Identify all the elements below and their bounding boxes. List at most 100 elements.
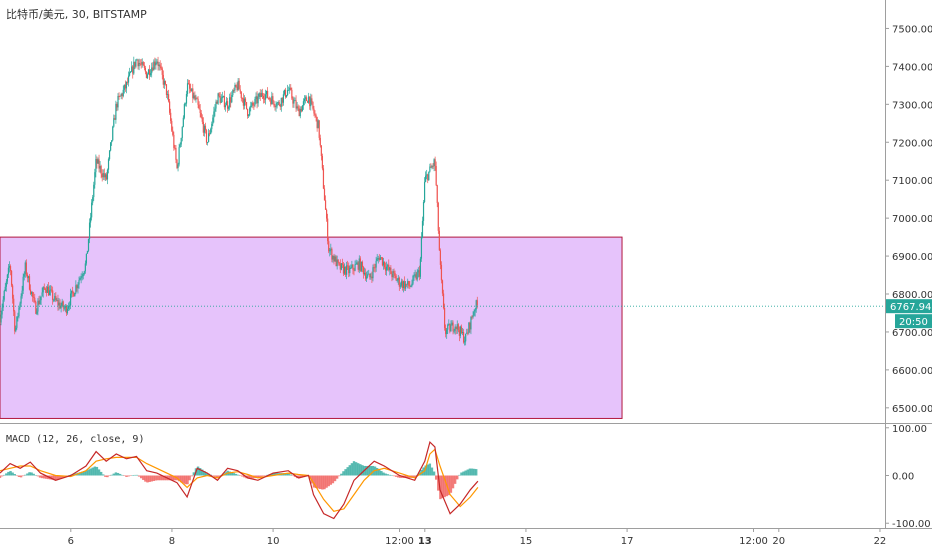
- candle: [344, 266, 347, 277]
- macd-histogram-bar: [198, 468, 202, 476]
- macd-histogram-bar: [340, 473, 343, 476]
- candle-body: [268, 97, 270, 99]
- macd-histogram-bar: [173, 475, 177, 481]
- candle: [2, 296, 4, 312]
- candle: [343, 263, 346, 276]
- candle-body: [464, 341, 466, 343]
- candle-body: [17, 316, 19, 318]
- candle-body: [297, 106, 299, 109]
- macd-histogram-bar: [241, 475, 244, 477]
- candle-body: [118, 95, 120, 97]
- macd-histogram-bar: [53, 475, 56, 481]
- candle: [205, 128, 208, 145]
- price-tick-label: 6500.00: [892, 404, 932, 415]
- candle: [269, 96, 271, 102]
- candle-body: [360, 261, 362, 271]
- candle-body: [248, 115, 250, 117]
- candle-body: [376, 258, 378, 261]
- candle: [386, 261, 388, 276]
- candle: [342, 262, 345, 276]
- candle: [225, 96, 228, 106]
- candle-body: [353, 269, 355, 271]
- candle-body: [41, 292, 43, 297]
- candle-body: [202, 121, 204, 133]
- candle-body: [445, 327, 447, 335]
- macd-line[interactable]: [0, 440, 479, 520]
- candle-body: [409, 286, 411, 287]
- candle-body: [119, 96, 121, 97]
- candle-body: [39, 300, 41, 305]
- candle: [52, 286, 54, 305]
- candle-body: [149, 69, 151, 76]
- candle-body: [138, 62, 140, 67]
- price-tick-label: 7100.00: [892, 176, 932, 187]
- candle: [0, 310, 2, 326]
- symbol-name[interactable]: 比特币/美元: [6, 8, 65, 21]
- macd-histogram-bar: [426, 464, 429, 476]
- candle-body: [358, 258, 360, 270]
- candle: [440, 261, 443, 284]
- candle-body: [307, 101, 309, 103]
- candle: [385, 262, 387, 276]
- price-tick-label: 6700.00: [892, 328, 932, 339]
- candle: [459, 325, 462, 339]
- candle: [83, 270, 85, 276]
- macd-histogram-bar: [458, 474, 461, 476]
- candle-body: [51, 289, 53, 291]
- candle-body: [450, 325, 452, 332]
- macd-histogram-bar: [325, 475, 328, 488]
- macd-histogram-bar: [154, 475, 158, 481]
- candle-body: [186, 83, 189, 94]
- macd-histogram-bar: [249, 475, 252, 479]
- candle-body: [3, 291, 5, 300]
- candle-body: [172, 130, 174, 135]
- candle: [256, 91, 258, 109]
- candle: [411, 279, 413, 288]
- candle-body: [18, 307, 20, 317]
- candle-body: [27, 276, 30, 279]
- candle-body: [94, 172, 96, 185]
- macd-histogram-bar: [72, 473, 75, 476]
- candle-body: [154, 61, 156, 66]
- candle: [12, 283, 14, 304]
- macd-legend[interactable]: MACD (12, 26, close, 9): [6, 434, 145, 445]
- macd-histogram-bar: [182, 475, 185, 484]
- macd-histogram-bar: [331, 475, 335, 484]
- macd-histogram-bar: [472, 468, 476, 476]
- candle: [153, 59, 155, 71]
- candle: [340, 263, 342, 271]
- candle-body: [262, 96, 264, 99]
- candle: [348, 262, 350, 278]
- candle: [271, 91, 273, 105]
- macd-histogram-bar: [298, 475, 301, 479]
- candle: [242, 93, 244, 110]
- candle-body: [427, 174, 429, 181]
- candle-body: [228, 107, 230, 109]
- candle-body: [93, 184, 95, 198]
- signal-line[interactable]: [0, 448, 479, 512]
- candle: [333, 253, 335, 265]
- macd-histogram-bar: [460, 472, 463, 476]
- title-separator: ,: [64, 8, 72, 21]
- candle-body: [392, 271, 394, 278]
- candle-body: [339, 263, 341, 270]
- candle-body: [204, 125, 207, 131]
- macd-histogram-bar: [443, 475, 446, 498]
- price-zone-rectangle[interactable]: [0, 236, 623, 419]
- candle-body: [49, 289, 52, 291]
- candle: [346, 261, 348, 280]
- candle: [101, 169, 103, 182]
- candle-body: [251, 102, 253, 106]
- candle: [117, 93, 119, 111]
- candle-body: [288, 89, 290, 91]
- candle-body: [81, 276, 83, 278]
- candle-body: [441, 280, 444, 294]
- candle: [223, 90, 226, 110]
- candle: [233, 87, 235, 93]
- candle: [288, 86, 290, 91]
- candle: [229, 93, 231, 111]
- candle: [250, 101, 252, 112]
- macd-histogram-bar: [186, 475, 189, 485]
- interval-label[interactable]: 30: [71, 8, 86, 21]
